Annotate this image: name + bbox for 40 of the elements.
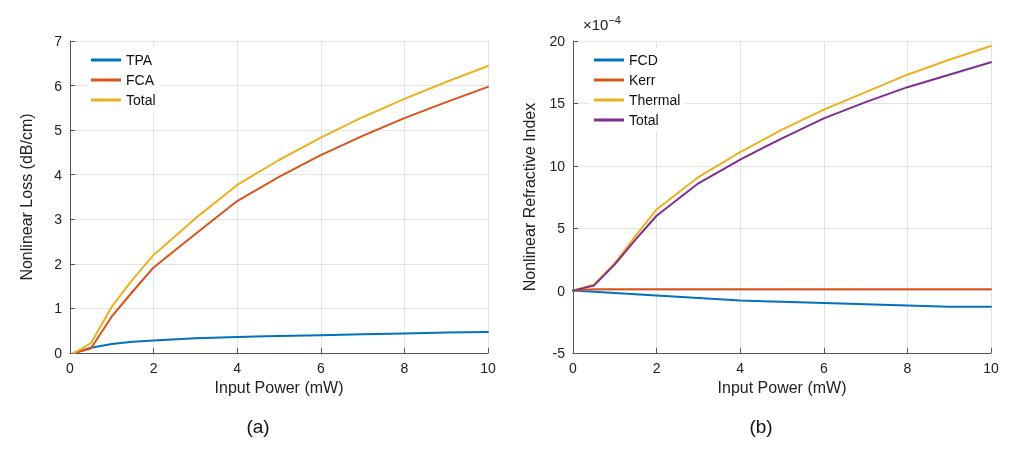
y-tick-label: 10 [549, 157, 566, 174]
x-tick-label: 6 [819, 360, 828, 376]
y-tick-label: 20 [549, 33, 566, 49]
legend-label: Total [126, 92, 156, 108]
y-tick-label: 15 [549, 95, 566, 112]
y-tick-label: 6 [54, 77, 63, 94]
x-tick-label: 10 [480, 360, 496, 376]
y-tick-label: 3 [54, 211, 63, 228]
y-axis-title: Nonlinear Refractive Index [520, 102, 538, 292]
x-tick-label: 2 [652, 360, 661, 376]
x-axis-title: Input Power (mW) [214, 379, 344, 397]
y-tick-label: 4 [54, 166, 63, 183]
y-axis-title: Nonlinear Loss (dB/cm) [17, 113, 35, 281]
x-tick-label: 4 [736, 360, 745, 376]
x-tick-label: 4 [233, 360, 242, 376]
x-tick-label: 10 [983, 360, 999, 376]
x-tick-label: 0 [66, 360, 75, 376]
y-tick-label: 0 [557, 282, 566, 299]
x-tick-label: 6 [316, 360, 325, 376]
legend-label: Kerr [629, 72, 656, 88]
legend-label: FCA [126, 72, 155, 88]
y-tick-label: 1 [54, 300, 63, 317]
y-tick-label: 2 [54, 255, 63, 272]
y-tick-label: 7 [54, 33, 63, 49]
x-axis-title: Input Power (mW) [717, 379, 847, 397]
x-tick-label: 0 [569, 360, 578, 376]
x-tick-label: 8 [400, 360, 409, 376]
y-tick-label: 5 [54, 122, 63, 139]
y-tick-label: 0 [54, 345, 63, 361]
x-tick-label: 2 [149, 360, 158, 376]
y-tick-label: -5 [552, 345, 566, 361]
x-tick-label: 8 [903, 360, 912, 376]
text: (a) [246, 416, 270, 437]
legend-label: FCD [629, 52, 658, 68]
line-series [572, 289, 992, 308]
legend-label: Thermal [629, 92, 681, 108]
y-tick-label: 5 [557, 220, 566, 237]
legend-label: Total [629, 112, 659, 128]
text: (b) [749, 416, 773, 437]
legend-label: TPA [126, 52, 153, 68]
